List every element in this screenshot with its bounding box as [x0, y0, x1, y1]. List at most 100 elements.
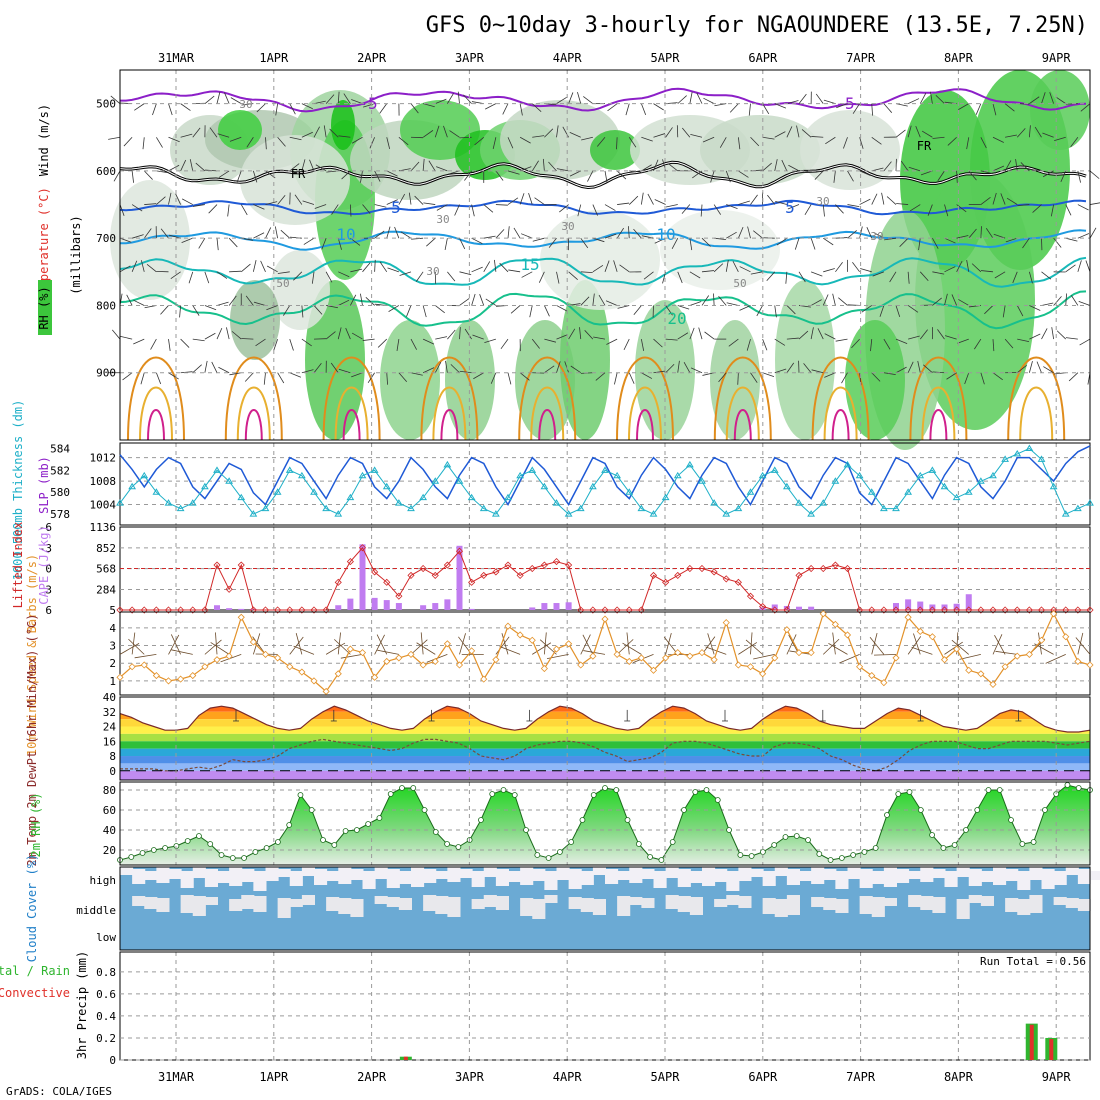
- wind-tick: 1: [109, 675, 116, 688]
- wind-barb: [919, 329, 928, 340]
- wind-barb: [426, 237, 436, 247]
- cloud-high-gap: [762, 871, 776, 886]
- wind-barb: [216, 238, 219, 251]
- rh-shading: [1030, 70, 1090, 150]
- rh-marker: [726, 827, 732, 833]
- wind-speed-marker: [1037, 636, 1046, 644]
- wind-barb: [1004, 103, 1015, 112]
- wind-barb: [665, 338, 678, 341]
- lifted-index-marker: [1062, 606, 1070, 614]
- rh-shading: [380, 320, 440, 440]
- thickness-marker: [249, 510, 258, 517]
- cloud-high-gap: [799, 871, 813, 881]
- wind-barb: [873, 232, 885, 239]
- cloud-high-gap: [908, 871, 922, 879]
- slp-tick: 1004: [90, 499, 117, 512]
- rh-marker: [1075, 785, 1082, 791]
- pressure-tick: 700: [96, 232, 116, 245]
- wind-barb: [152, 103, 157, 116]
- rh-marker: [760, 849, 766, 855]
- wind-barb: [633, 228, 642, 239]
- wind-barb: [992, 339, 995, 352]
- wind-barb: [665, 127, 673, 138]
- wind-barb: [1041, 271, 1052, 280]
- wind-barb: [500, 338, 509, 350]
- cloud-high-gap: [677, 869, 691, 887]
- thickness-marker: [613, 471, 622, 479]
- wind-barb: [696, 92, 703, 104]
- lifted-index-marker: [346, 558, 354, 566]
- cloud-middle-gap: [301, 895, 315, 905]
- surface-wind-barb: [134, 653, 157, 659]
- credit-text: GrADS: COLA/IGES: [6, 1085, 112, 1098]
- wind-barb: [725, 259, 729, 272]
- cape-bar: [383, 600, 390, 610]
- wind-barb: [884, 237, 897, 241]
- date-label-bottom: 8APR: [944, 1070, 974, 1084]
- cloud-middle-gap: [471, 899, 485, 909]
- thickness-marker: [128, 482, 137, 490]
- wind-barb: [556, 334, 568, 340]
- cloud-middle-gap: [156, 898, 170, 912]
- wind-barb: [548, 237, 557, 248]
- wind-barb: [915, 125, 921, 138]
- rh-marker: [647, 854, 654, 860]
- surface-wind-barb: [1045, 654, 1066, 664]
- wind-barb: [762, 103, 770, 115]
- temp-contour-label: 20: [667, 309, 686, 328]
- rh-marker: [703, 787, 710, 793]
- wind-barb: [835, 204, 844, 214]
- temp-contour-30: [823, 386, 858, 441]
- wind-speed-marker: [225, 652, 233, 660]
- lifted-index-marker: [662, 578, 670, 586]
- wind-barb: [360, 170, 363, 183]
- thickness-marker: [892, 504, 900, 512]
- wind-barb: [677, 271, 683, 284]
- cloud-high-gap: [338, 867, 352, 884]
- wind-barb: [399, 271, 412, 276]
- rh-contour-label: 30: [436, 213, 449, 226]
- thickness-marker: [1037, 455, 1046, 462]
- wind-barb: [937, 170, 945, 182]
- wind-barb: [485, 103, 497, 110]
- wind-barb: [633, 305, 642, 316]
- surface-wind-barb: [786, 634, 797, 655]
- wind-barb: [992, 103, 997, 116]
- wind-speed-marker: [371, 673, 379, 681]
- wind-barb: [289, 372, 302, 378]
- rh-marker: [196, 833, 202, 839]
- surface-wind-barb: [416, 642, 436, 655]
- wind-barb: [944, 204, 949, 217]
- wind-barb: [835, 261, 843, 273]
- cloud-middle-gap: [532, 899, 546, 919]
- rh-panel: 20 40 60 80: [103, 781, 1093, 866]
- wind-barb: [596, 137, 606, 147]
- wind-barb: [794, 238, 800, 250]
- wind-barb: [1051, 327, 1055, 340]
- wind-barb: [156, 137, 163, 148]
- wind-barb: [507, 170, 520, 175]
- wind-barb: [144, 203, 157, 205]
- wind-barb: [301, 131, 313, 138]
- wind-barb: [964, 372, 970, 385]
- wind-barb: [616, 137, 618, 150]
- cloud-middle-gap: [980, 896, 994, 906]
- wind-barb: [398, 193, 406, 205]
- lifted-index-marker: [334, 578, 342, 586]
- surface-wind-barb: [374, 634, 385, 655]
- rh-marker: [545, 855, 552, 861]
- wind-barb: [204, 305, 217, 311]
- rh-shading: [710, 320, 760, 440]
- lifted-index-marker: [468, 578, 476, 586]
- wind-barb: [698, 327, 703, 340]
- wind-speed-marker: [977, 670, 985, 678]
- wind-barb: [1077, 233, 1090, 239]
- cloud-high-gap: [702, 867, 716, 886]
- temp-contour-10: [119, 229, 1087, 251]
- wind-barb: [323, 125, 327, 138]
- wind-barb: [531, 338, 540, 349]
- wind-barb: [471, 293, 476, 306]
- wind-barb: [289, 338, 294, 351]
- wind-barb: [483, 261, 491, 273]
- wind-barb: [386, 372, 388, 385]
